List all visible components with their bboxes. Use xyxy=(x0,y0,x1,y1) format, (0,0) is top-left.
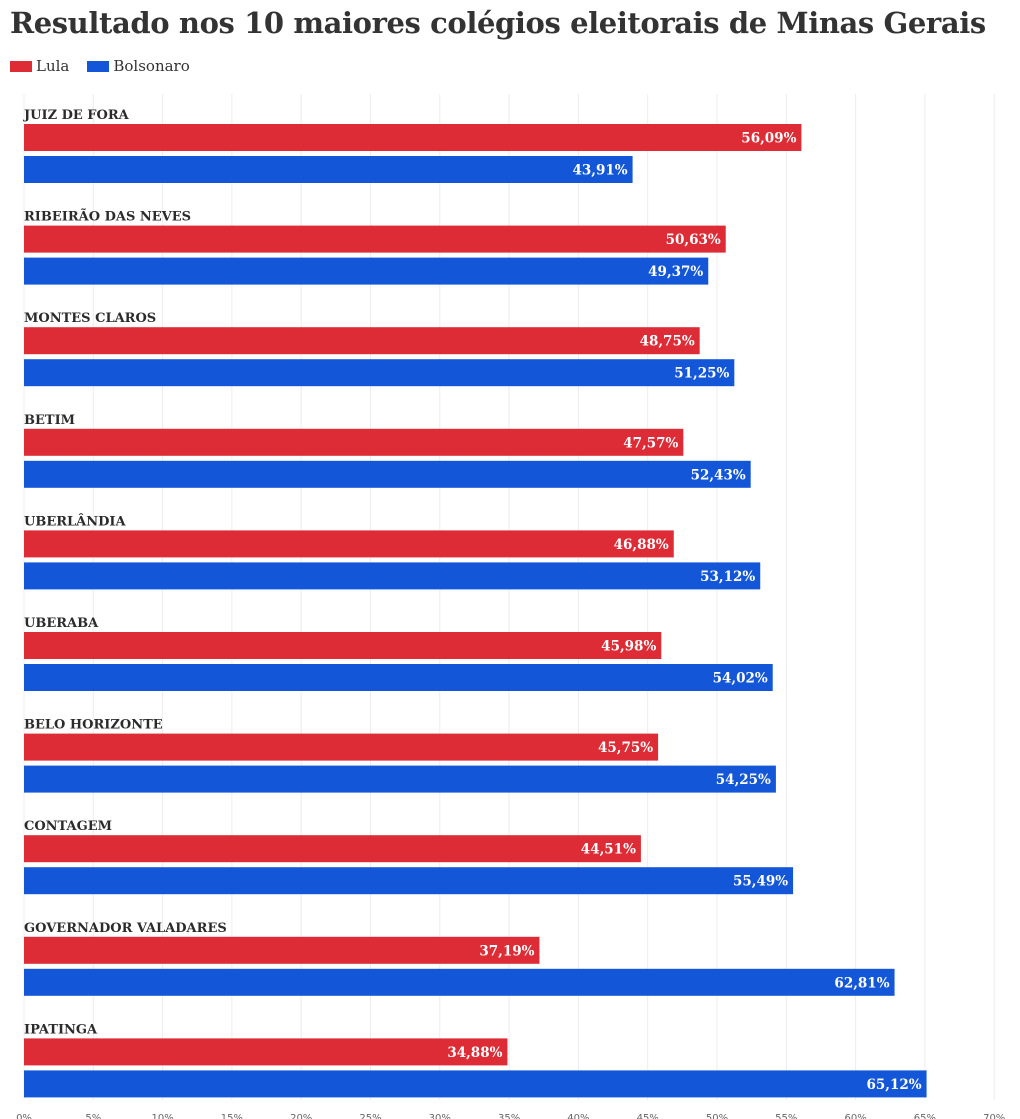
value-label-bolsonaro: 49,37% xyxy=(648,264,703,280)
category-group: GOVERNADOR VALADARES 37,19% 62,81% xyxy=(24,921,895,996)
x-tick-label: 50% xyxy=(706,1113,728,1119)
value-label-lula: 44,51% xyxy=(581,842,636,858)
bar-bolsonaro xyxy=(24,156,633,183)
bar-bolsonaro xyxy=(24,968,895,996)
category-group: RIBEIRÃO DAS NEVES 50,63% 49,37% xyxy=(24,209,726,285)
category-group: BETIM 47,57% 52,43% xyxy=(24,413,751,488)
category-label: BETIM xyxy=(24,413,75,428)
bar-lula xyxy=(24,733,659,761)
bar-lula xyxy=(24,936,540,964)
category-label: CONTAGEM xyxy=(24,819,112,834)
chart-title: Resultado nos 10 maiores colégios eleito… xyxy=(10,6,986,40)
category-group: JUIZ DE FORA 56,09% 43,91% xyxy=(23,108,802,183)
legend-item-lula[interactable]: Lula xyxy=(10,57,69,75)
x-tick-label: 10% xyxy=(151,1113,173,1119)
value-label-bolsonaro: 51,25% xyxy=(674,366,729,382)
bar-lula xyxy=(24,632,662,659)
category-label: IPATINGA xyxy=(24,1022,98,1037)
value-label-bolsonaro: 55,49% xyxy=(733,874,788,890)
x-tick-label: 15% xyxy=(221,1113,243,1119)
value-label-bolsonaro: 53,12% xyxy=(700,569,755,585)
category-group: BELO HORIZONTE 45,75% 54,25% xyxy=(24,718,776,793)
category-label: BELO HORIZONTE xyxy=(24,718,163,733)
legend-swatch-lula xyxy=(10,60,32,72)
category-label: RIBEIRÃO DAS NEVES xyxy=(24,209,191,225)
legend-item-bolsonaro[interactable]: Bolsonaro xyxy=(87,57,190,75)
category-label: UBERLÂNDIA xyxy=(24,513,127,529)
x-tick-label: 45% xyxy=(637,1113,659,1119)
x-tick-label: 35% xyxy=(498,1113,520,1119)
value-label-lula: 34,88% xyxy=(447,1045,502,1061)
value-label-bolsonaro: 65,12% xyxy=(866,1077,921,1093)
bar-bolsonaro xyxy=(24,867,794,895)
x-tick-label: 60% xyxy=(844,1113,866,1119)
value-label-lula: 56,09% xyxy=(741,131,796,147)
value-label-lula: 37,19% xyxy=(479,943,534,959)
value-label-lula: 50,63% xyxy=(666,232,721,248)
bar-bolsonaro xyxy=(24,460,751,488)
x-tick-label: 5% xyxy=(85,1113,101,1119)
category-label: UBERABA xyxy=(24,616,99,631)
legend-swatch-bolsonaro xyxy=(87,60,110,72)
category-label: MONTES CLAROS xyxy=(24,311,156,326)
bar-lula xyxy=(24,428,684,456)
x-tick-label: 70% xyxy=(983,1113,1005,1119)
category-group: CONTAGEM 44,51% 55,49% xyxy=(24,819,794,895)
bar-bolsonaro xyxy=(24,359,735,387)
bar-bolsonaro xyxy=(24,765,776,793)
bar-lula xyxy=(24,530,674,558)
bar-lula xyxy=(24,327,700,355)
bar-bolsonaro xyxy=(24,664,773,691)
category-label: GOVERNADOR VALADARES xyxy=(24,921,227,936)
bar-bolsonaro xyxy=(24,257,709,285)
value-label-lula: 45,75% xyxy=(598,740,653,756)
x-tick-label: 40% xyxy=(567,1113,589,1119)
category-label: JUIZ DE FORA xyxy=(23,108,130,123)
x-tick-label: 20% xyxy=(290,1113,312,1119)
value-label-lula: 45,98% xyxy=(601,639,656,655)
x-tick-label: 65% xyxy=(914,1113,936,1119)
value-label-bolsonaro: 54,02% xyxy=(713,671,768,687)
x-tick-label: 55% xyxy=(775,1113,797,1119)
value-label-lula: 47,57% xyxy=(623,435,678,451)
category-group: IPATINGA 34,88% 65,12% xyxy=(24,1022,927,1098)
value-label-lula: 48,75% xyxy=(640,334,695,350)
legend-label-lula: Lula xyxy=(36,57,70,75)
category-group: MONTES CLAROS 48,75% 51,25% xyxy=(24,311,735,387)
value-label-bolsonaro: 62,81% xyxy=(834,975,889,991)
x-tick-label: 25% xyxy=(359,1113,381,1119)
bar-lula xyxy=(24,225,726,253)
x-axis-ticks: 0% 5% 10% 15% 20% 25% 30% 35% 40% 45% 50% 55% 60% 65%… xyxy=(16,1113,1005,1119)
bar-bolsonaro xyxy=(24,562,761,590)
x-tick-label: 30% xyxy=(429,1113,451,1119)
category-group: UBERABA 45,98% 54,02% xyxy=(24,616,773,691)
bar-lula xyxy=(24,835,641,863)
value-label-bolsonaro: 54,25% xyxy=(716,772,771,788)
category-group: UBERLÂNDIA 46,88% 53,12% xyxy=(24,513,761,590)
value-label-bolsonaro: 52,43% xyxy=(691,467,746,483)
legend: Lula Bolsonaro xyxy=(10,57,208,75)
bar-lula xyxy=(24,1038,508,1066)
value-label-lula: 46,88% xyxy=(614,537,669,553)
value-label-bolsonaro: 43,91% xyxy=(572,163,627,179)
x-tick-label: 0% xyxy=(16,1113,32,1119)
legend-label-bolsonaro: Bolsonaro xyxy=(113,57,190,75)
bar-bolsonaro xyxy=(24,1070,927,1098)
bar-lula xyxy=(24,124,802,151)
